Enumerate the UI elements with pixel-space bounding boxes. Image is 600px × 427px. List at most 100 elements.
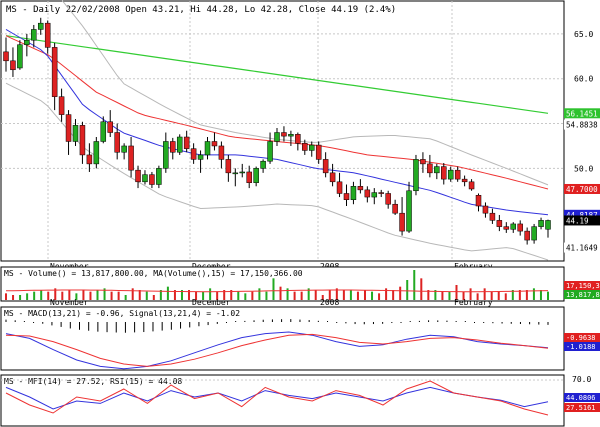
candle-body bbox=[329, 172, 336, 183]
candle bbox=[79, 121, 86, 164]
price-axis: 65.060.055.050.0 bbox=[574, 30, 593, 173]
candle bbox=[302, 139, 308, 155]
candle bbox=[489, 208, 496, 224]
candle bbox=[454, 166, 461, 182]
candle bbox=[329, 163, 336, 187]
candle bbox=[135, 165, 141, 189]
mfi-badge bbox=[564, 403, 600, 412]
volume-bar bbox=[223, 290, 226, 300]
volume-bars bbox=[5, 270, 549, 300]
macd-label: MS - MACD(13,21) = -0.96, Signal(13,21,4… bbox=[4, 309, 240, 318]
volume-bar bbox=[244, 293, 247, 300]
candle bbox=[475, 193, 482, 212]
price-tick-label: 50.0 bbox=[574, 164, 593, 173]
candle-body bbox=[183, 136, 190, 149]
candle bbox=[357, 179, 364, 194]
candle-body bbox=[447, 169, 454, 180]
candle-body bbox=[17, 44, 23, 69]
candle bbox=[72, 119, 79, 146]
price-grid bbox=[1, 1, 564, 261]
candle-body bbox=[107, 121, 113, 133]
price-badge bbox=[564, 183, 600, 194]
volume-bar bbox=[525, 290, 528, 300]
mfi-value: 27.5161 bbox=[566, 404, 596, 412]
candle-body bbox=[65, 114, 72, 142]
candle-body bbox=[302, 143, 308, 151]
candle bbox=[65, 110, 72, 155]
candle bbox=[37, 17, 44, 35]
candle bbox=[149, 171, 155, 189]
volume-bar bbox=[392, 290, 395, 300]
candle-body bbox=[531, 226, 537, 241]
candle-body bbox=[385, 193, 391, 205]
candle bbox=[239, 163, 246, 178]
rsi-value: 44.0806 bbox=[566, 394, 596, 402]
volume-bar bbox=[145, 291, 148, 300]
candle bbox=[461, 175, 468, 187]
candle bbox=[24, 33, 30, 57]
candle-body bbox=[93, 141, 100, 165]
volume-bar bbox=[54, 288, 57, 300]
volume-bar bbox=[286, 288, 289, 300]
candle-body bbox=[315, 144, 322, 160]
candle-body bbox=[343, 193, 350, 200]
candle-body bbox=[503, 226, 510, 230]
candle-body bbox=[468, 181, 475, 190]
candle-body bbox=[3, 51, 9, 62]
candle-body bbox=[364, 189, 371, 198]
candle-body bbox=[461, 178, 468, 183]
volume-bar bbox=[293, 291, 296, 300]
candle bbox=[17, 40, 23, 70]
candle bbox=[51, 42, 58, 111]
candles bbox=[3, 17, 551, 245]
candle-body bbox=[114, 132, 120, 153]
volume-x-label: December bbox=[192, 298, 231, 307]
volume-ma-value: 17,150,366 bbox=[566, 282, 600, 290]
candle-body bbox=[517, 223, 523, 232]
candle bbox=[100, 116, 107, 144]
volume-bar bbox=[61, 291, 64, 300]
candle bbox=[447, 166, 454, 182]
candle bbox=[378, 189, 384, 198]
volume-bar bbox=[279, 286, 282, 300]
price-badge-label: 44.8187 bbox=[566, 211, 598, 220]
candle bbox=[517, 220, 523, 236]
ma-blue-line bbox=[5, 28, 549, 216]
volume-bar bbox=[518, 290, 521, 300]
price-panel bbox=[0, 0, 565, 262]
volume-bar bbox=[89, 291, 92, 300]
volume-bar bbox=[469, 288, 472, 300]
candle-body bbox=[100, 121, 107, 142]
macd-red-value: -0.9638 bbox=[566, 334, 596, 342]
candle bbox=[114, 123, 120, 160]
volume-bar bbox=[483, 288, 486, 300]
ma-green-line bbox=[5, 35, 549, 114]
volume-bar bbox=[328, 290, 331, 300]
candle-body bbox=[399, 212, 405, 232]
candle-body bbox=[10, 60, 16, 71]
candle bbox=[496, 214, 503, 232]
candle-body bbox=[37, 22, 44, 30]
volume-x-label: November bbox=[50, 298, 89, 307]
candle bbox=[31, 24, 37, 48]
mfi-rsi-lines bbox=[5, 380, 549, 416]
candle-body bbox=[496, 220, 503, 227]
volume-bar bbox=[490, 291, 493, 300]
price-badge-label: 44.19 bbox=[566, 216, 589, 225]
candle bbox=[385, 190, 391, 209]
candle-body bbox=[58, 96, 65, 115]
volume-bar bbox=[420, 278, 423, 300]
volume-bar bbox=[166, 286, 169, 300]
candle bbox=[413, 154, 419, 196]
volume-bar bbox=[180, 290, 183, 300]
volume-bar bbox=[413, 270, 416, 300]
candle-body bbox=[142, 174, 148, 183]
volume-bar bbox=[188, 290, 191, 300]
candle-body bbox=[378, 192, 384, 194]
candle bbox=[3, 37, 9, 72]
volume-bar bbox=[547, 291, 549, 300]
mfi-tick-70: 70.0 bbox=[572, 375, 591, 384]
volume-bar bbox=[342, 290, 345, 300]
price-tick-label: 60.0 bbox=[574, 75, 593, 84]
